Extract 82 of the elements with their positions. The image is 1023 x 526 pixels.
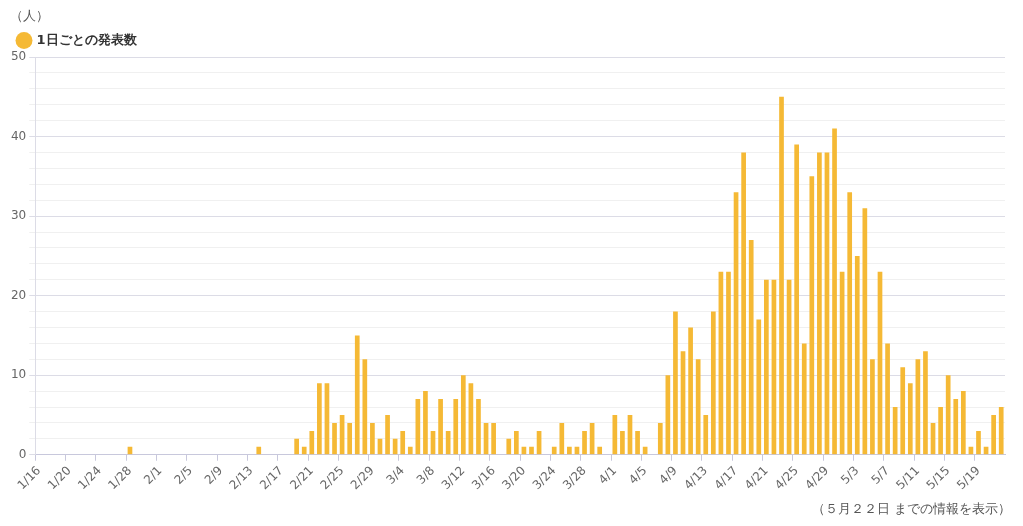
bar: [294, 438, 299, 455]
bar: [998, 407, 1004, 455]
bar: [862, 208, 868, 455]
y-tick-label: 20: [10, 287, 27, 302]
bar: [514, 430, 519, 455]
y-tick-label: 50: [10, 49, 27, 64]
bar: [370, 422, 375, 455]
bar: [945, 375, 951, 455]
bar: [953, 399, 959, 455]
bar: [400, 430, 406, 455]
bar: [673, 311, 678, 455]
bar: [779, 96, 784, 455]
bar: [817, 152, 822, 455]
bar: [476, 399, 481, 455]
bar: [960, 391, 966, 455]
bar: [976, 430, 981, 455]
bar: [741, 152, 746, 455]
y-tick-label: 40: [10, 128, 27, 143]
x-tick-label: 2/1: [141, 463, 165, 487]
bar: [362, 359, 368, 455]
bar: [385, 414, 390, 455]
bar: [695, 359, 701, 455]
bar: [764, 279, 769, 455]
bar: [885, 343, 890, 455]
bar: [923, 351, 928, 455]
bar: [567, 446, 572, 455]
bar: [332, 422, 337, 455]
bar: [597, 446, 603, 455]
bar: [407, 446, 413, 455]
bar: [938, 407, 943, 455]
bar: [748, 239, 754, 455]
bar: [854, 255, 860, 455]
bar: [551, 446, 557, 455]
bar: [726, 271, 731, 455]
bar: [491, 422, 496, 455]
bar: [801, 343, 807, 455]
bar: [703, 414, 709, 455]
y-tick-label: 10: [10, 367, 27, 382]
x-tick-label: 3/4: [383, 463, 408, 487]
bar: [612, 414, 618, 455]
text: （５月２２日 までの情報を表示）: [811, 500, 1011, 516]
bar: [423, 391, 428, 455]
x-tick-label: 2/9: [201, 463, 226, 487]
bar: [832, 128, 837, 455]
bar: [794, 144, 800, 455]
bar: [354, 335, 360, 455]
bar: [445, 430, 451, 455]
bar: [900, 367, 906, 455]
bar: [635, 430, 640, 455]
bar: [620, 430, 625, 455]
bar: [347, 422, 353, 455]
x-tick-label: 5/7: [868, 463, 892, 487]
bar: [309, 430, 315, 455]
y-tick-label: 30: [10, 208, 27, 223]
x-tick-label: 4/1: [595, 463, 620, 487]
y-axis-title: （人）: [10, 7, 49, 23]
x-tick-label: 4/5: [625, 463, 650, 487]
bar: [847, 192, 853, 455]
bar: [301, 446, 307, 455]
bar: [582, 430, 587, 455]
x-tick-label: 4/9: [656, 463, 680, 487]
x-tick-label: 5/3: [838, 463, 862, 487]
y-tick-label: 0: [18, 446, 27, 461]
bar: [317, 383, 322, 455]
bar: [991, 414, 996, 455]
bar: [657, 422, 663, 455]
x-tick-label: 2/5: [171, 463, 195, 487]
bar: [506, 438, 512, 455]
bar: [688, 327, 693, 455]
bar: [438, 399, 443, 455]
bar: [907, 383, 913, 455]
bar: [559, 422, 565, 455]
legend-label: 1日ごとの発表数: [36, 31, 138, 47]
bar: [256, 446, 262, 455]
bar: [453, 399, 459, 455]
bar: [529, 446, 534, 455]
bar: [809, 176, 815, 455]
bar: [756, 319, 762, 455]
bar: [870, 359, 875, 455]
x-tick-label: 3/8: [413, 463, 438, 487]
bar: [460, 375, 466, 455]
bar: [710, 311, 716, 455]
